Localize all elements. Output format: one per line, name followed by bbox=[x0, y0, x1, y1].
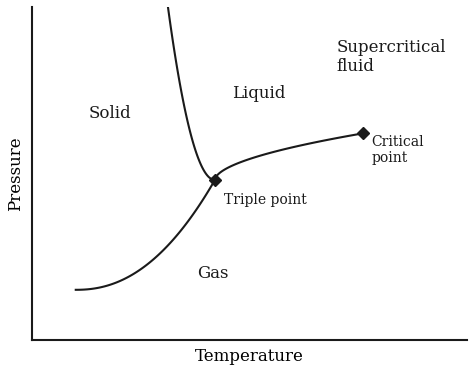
Text: Supercritical
fluid: Supercritical fluid bbox=[337, 39, 446, 75]
Text: Solid: Solid bbox=[89, 105, 131, 122]
Text: Triple point: Triple point bbox=[224, 193, 306, 207]
Y-axis label: Pressure: Pressure bbox=[7, 136, 24, 211]
Text: Critical
point: Critical point bbox=[372, 135, 424, 165]
X-axis label: Temperature: Temperature bbox=[195, 348, 304, 365]
Text: Gas: Gas bbox=[198, 264, 229, 282]
Text: Liquid: Liquid bbox=[232, 85, 286, 102]
